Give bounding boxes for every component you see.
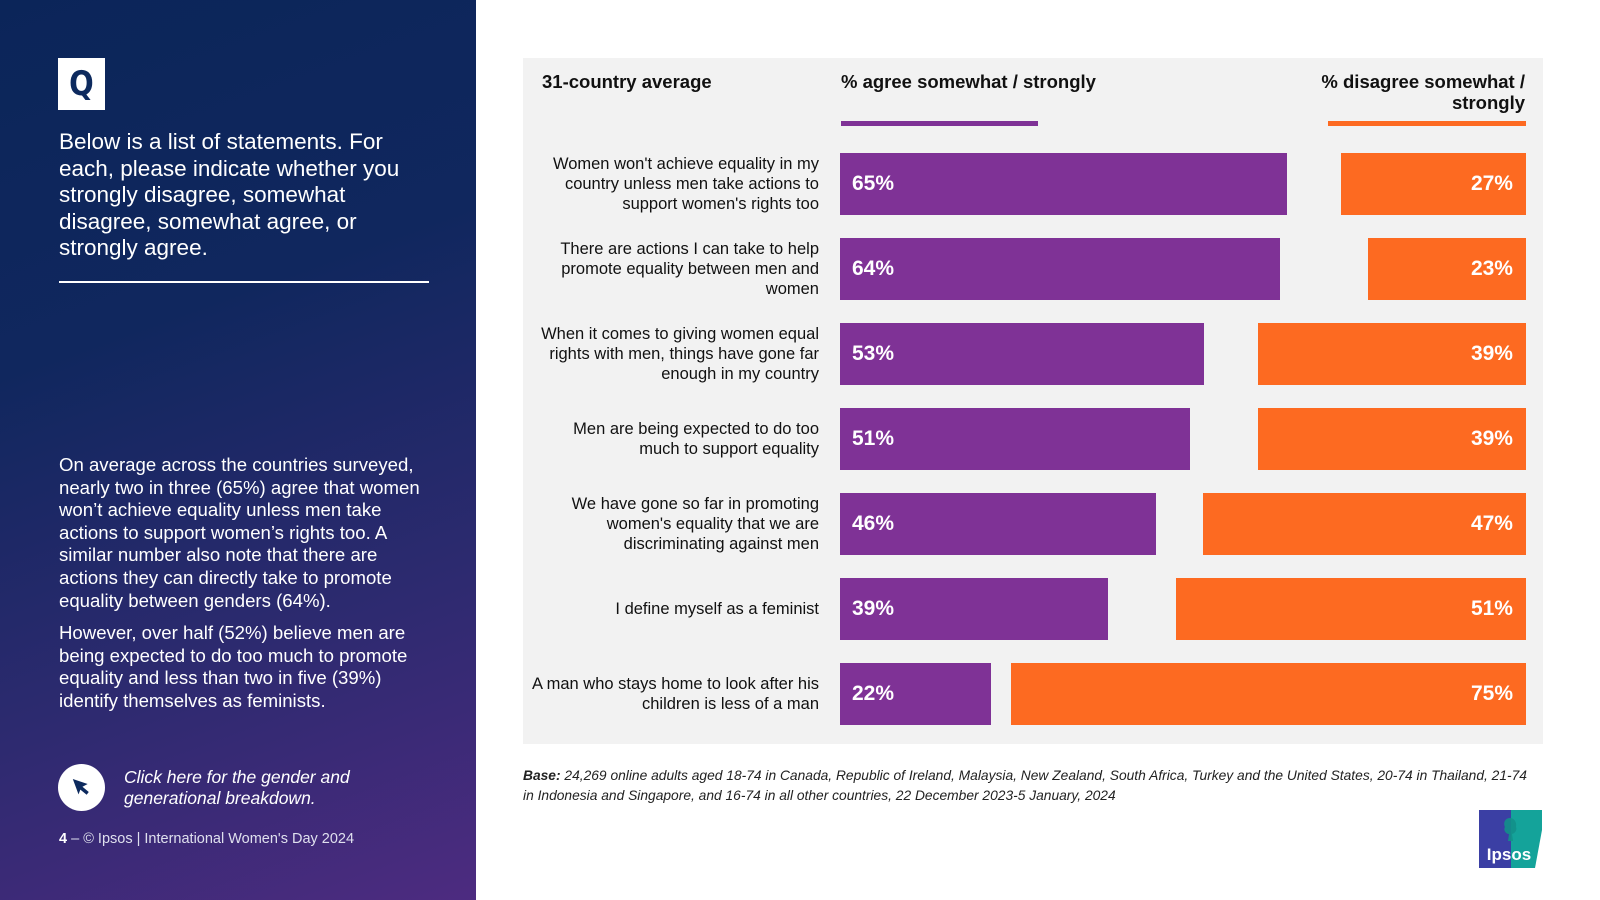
disagree-bar: 47%	[1203, 493, 1526, 555]
chart-row: A man who stays home to look after his c…	[523, 663, 1543, 725]
disagree-value-label: 27%	[1470, 172, 1513, 195]
chart-row: Women won't achieve equality in my count…	[523, 153, 1543, 215]
agree-value-label: 22%	[852, 682, 895, 705]
agree-value-label: 65%	[852, 172, 895, 195]
legend-disagree: % disagree somewhat / strongly	[1321, 71, 1525, 113]
ipsos-logo: Ipsos	[1479, 810, 1542, 868]
ipsos-logo-text: Ipsos	[1487, 845, 1531, 864]
disagree-value-label: 39%	[1470, 427, 1513, 450]
disagree-value-label: 39%	[1470, 342, 1513, 365]
legend-disagree-swatch	[1328, 121, 1526, 126]
chart-row: Men are being expected to do too much to…	[523, 408, 1543, 470]
legend-agree-swatch	[841, 121, 1038, 126]
summary-text: On average across the countries surveyed…	[59, 454, 439, 713]
cursor-click-icon[interactable]	[58, 764, 105, 811]
survey-question: Below is a list of statements. For each,…	[59, 129, 400, 260]
agree-value-label: 46%	[852, 512, 895, 535]
chart-row: I define myself as a feminist 39% 51%	[523, 578, 1543, 640]
group-label: 31-country average	[542, 71, 712, 92]
agree-bar: 51%	[840, 408, 1191, 470]
agree-bar: 64%	[840, 238, 1280, 300]
legend-agree: % agree somewhat / strongly	[841, 71, 1096, 92]
agree-value-label: 39%	[852, 597, 895, 620]
summary-paragraph: On average across the countries surveyed…	[59, 454, 420, 611]
chart-panel: 31-country average % agree somewhat / st…	[523, 58, 1543, 744]
disagree-bar: 39%	[1258, 408, 1526, 470]
chart-row: We have gone so far in promoting women's…	[523, 493, 1543, 555]
agree-value-label: 53%	[852, 342, 895, 365]
agree-bar: 65%	[840, 153, 1287, 215]
category-label: There are actions I can take to help pro…	[560, 240, 819, 298]
agree-bar: 53%	[840, 323, 1205, 385]
category-label: I define myself as a feminist	[615, 600, 819, 618]
base-label: Base:	[523, 768, 561, 783]
disagree-bar: 27%	[1340, 153, 1526, 215]
chart-row: There are actions I can take to help pro…	[523, 238, 1543, 300]
category-label: A man who stays home to look after his c…	[531, 675, 819, 713]
disagree-bar: 51%	[1175, 578, 1526, 640]
category-label: Men are being expected to do too much to…	[573, 420, 819, 458]
breakdown-link-text[interactable]: Click here for the gender and generation…	[124, 766, 350, 808]
summary-paragraph: However, over half (52%) believe men are…	[59, 622, 408, 711]
disagree-bar: 39%	[1258, 323, 1526, 385]
category-label: Women won't achieve equality in my count…	[552, 155, 819, 213]
category-label: When it comes to giving women equal righ…	[541, 325, 819, 383]
footer: 4 – © Ipsos | International Women's Day …	[59, 831, 354, 847]
disagree-value-label: 51%	[1470, 597, 1513, 620]
page-number: 4	[59, 831, 68, 847]
disagree-bar: 75%	[1010, 663, 1526, 725]
agree-bar: 46%	[840, 493, 1157, 555]
base-note: Base: 24,269 online adults aged 18-74 in…	[523, 766, 1533, 806]
breakdown-link[interactable]: Click here for the gender and generation…	[58, 764, 394, 811]
disagree-value-label: 23%	[1470, 257, 1513, 280]
disagree-value-label: 75%	[1470, 682, 1513, 705]
agree-value-label: 51%	[852, 427, 895, 450]
agree-bar: 39%	[840, 578, 1108, 640]
question-icon: Q	[58, 58, 105, 110]
question-icon-letter: Q	[69, 64, 94, 104]
category-label: We have gone so far in promoting women's…	[571, 495, 819, 553]
left-panel: Q Below is a list of statements. For eac…	[0, 0, 476, 900]
agree-value-label: 64%	[852, 257, 895, 280]
disagree-bar: 23%	[1367, 238, 1526, 300]
chart-row: When it comes to giving women equal righ…	[523, 323, 1543, 385]
disagree-value-label: 47%	[1470, 512, 1513, 535]
base-text: 24,269 online adults aged 18-74 in Canad…	[523, 768, 1527, 803]
divider	[59, 281, 429, 283]
footer-text: – © Ipsos | International Women's Day 20…	[67, 831, 355, 847]
agree-bar: 22%	[840, 663, 992, 725]
